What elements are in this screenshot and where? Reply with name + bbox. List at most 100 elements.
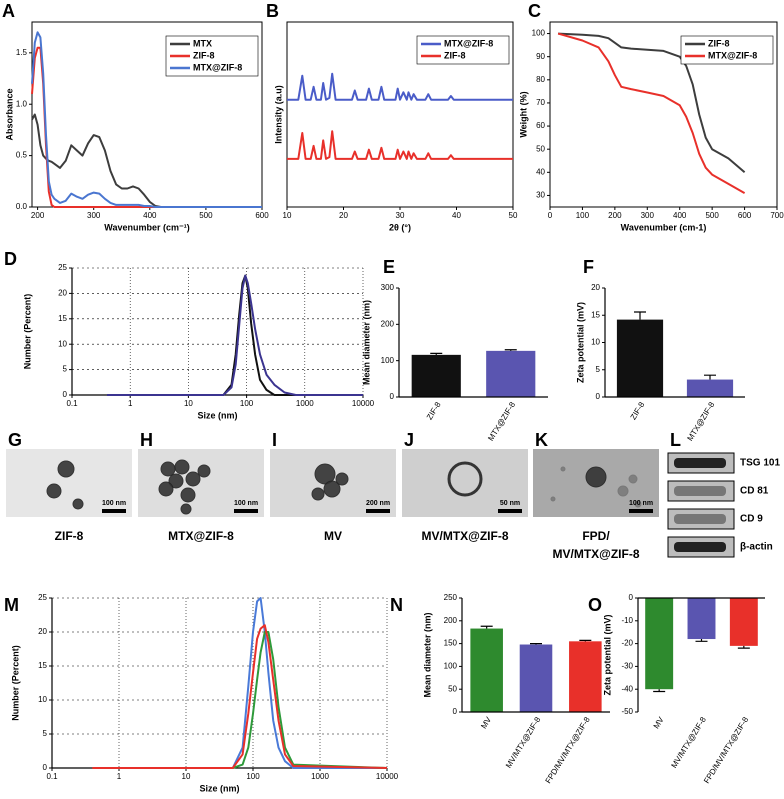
scale-bar-label: 100 nm — [102, 500, 126, 507]
error-bar — [480, 625, 493, 629]
particle — [585, 466, 607, 488]
particle — [180, 503, 192, 515]
y-tick-label: 25 — [58, 263, 67, 272]
data-line — [107, 274, 363, 396]
data-line — [107, 274, 363, 396]
x-tick-label: 10 — [184, 399, 193, 408]
y-tick-label: 5 — [43, 729, 48, 738]
x-tick-label: 0.1 — [46, 772, 58, 781]
bar — [687, 598, 716, 640]
x-tick-label: 10000 — [376, 772, 399, 781]
error-bar — [634, 311, 646, 320]
y-tick-label: -20 — [621, 639, 633, 648]
panel-letter: N — [390, 595, 403, 615]
x-tick-label: 0 — [548, 211, 553, 220]
x-tick-label: 500 — [199, 211, 213, 220]
blot-signal — [674, 458, 726, 468]
legend-label: MTX@ZIF-8 — [708, 50, 757, 60]
x-axis-title: 2θ (°) — [389, 222, 411, 232]
data-line — [92, 624, 388, 769]
y-tick-label: 0 — [63, 390, 68, 399]
scale-bar-label: 100 nm — [629, 500, 653, 507]
scale-bar-label: 50 nm — [500, 500, 520, 507]
bar — [686, 379, 734, 397]
bar — [470, 628, 503, 712]
particle — [174, 459, 190, 475]
scale-bar — [498, 509, 522, 513]
y-tick-label: 0.5 — [16, 151, 28, 160]
y-axis-title: Zeta potential (mV) — [575, 302, 585, 383]
caption: FPD/ — [582, 529, 610, 543]
particle — [323, 480, 341, 498]
y-axis-title: Mean diameter (nm) — [361, 300, 371, 385]
x-tick-label: 10 — [283, 211, 292, 220]
x-tick-label: 0.1 — [66, 399, 78, 408]
particle — [72, 498, 84, 510]
panel-letter: C — [528, 1, 541, 21]
bar — [411, 354, 461, 397]
error-bar — [737, 645, 750, 649]
error-bar — [704, 374, 716, 380]
x-tick-label: 200 — [31, 211, 45, 220]
panel-letter: K — [535, 430, 548, 450]
y-tick-label: 250 — [444, 593, 458, 602]
panel-letter: L — [670, 430, 681, 450]
y-tick-label: 0 — [596, 392, 601, 401]
x-tick-label: 1000 — [296, 399, 314, 408]
particle — [158, 481, 174, 497]
y-tick-label: 15 — [591, 310, 600, 319]
y-tick-label: 10 — [38, 695, 47, 704]
y-tick-label: 15 — [58, 314, 67, 323]
y-tick-label: 300 — [381, 283, 395, 292]
x-tick-label: 1000 — [311, 772, 329, 781]
y-tick-label: -50 — [621, 707, 633, 716]
error-bar — [695, 639, 708, 642]
bar — [729, 598, 758, 646]
blot-signal — [674, 486, 726, 496]
x-tick-label: 400 — [143, 211, 157, 220]
x-tick-label: 100 — [246, 772, 260, 781]
error-bar — [579, 639, 592, 642]
legend-box — [416, 35, 510, 65]
caption: ZIF-8 — [55, 529, 84, 543]
data-line — [92, 597, 387, 769]
scale-bar — [102, 509, 126, 513]
data-line — [92, 631, 388, 769]
y-tick-label: -40 — [621, 684, 633, 693]
y-tick-label: 100 — [444, 662, 458, 671]
particle — [617, 485, 629, 497]
y-tick-label: 50 — [448, 684, 457, 693]
panel-letter: H — [140, 430, 153, 450]
error-bar — [430, 352, 443, 355]
y-axis-title: Number (Percent) — [22, 294, 32, 370]
x-tick-label: 500 — [705, 211, 719, 220]
scale-bar-label: 200 nm — [366, 500, 390, 507]
x-tick-label: 50 — [509, 211, 518, 220]
y-tick-label: 0 — [43, 763, 48, 772]
particle — [311, 487, 325, 501]
bar — [519, 644, 553, 712]
y-tick-label: 50 — [536, 144, 545, 153]
x-tick-label: 100 — [240, 399, 254, 408]
bar — [616, 319, 664, 397]
y-tick-label: 5 — [63, 365, 68, 374]
x-tick-label: 600 — [738, 211, 752, 220]
x-tick-label: 300 — [87, 211, 101, 220]
y-tick-label: 0.0 — [16, 202, 28, 211]
data-line — [287, 130, 513, 160]
panel-letter: D — [4, 249, 17, 269]
plot-frame — [286, 21, 514, 208]
panel-letter: F — [583, 257, 594, 277]
legend-box — [680, 35, 774, 65]
x-tick-label: 700 — [770, 211, 784, 220]
caption: MTX@ZIF-8 — [168, 529, 234, 543]
scale-bar-label: 100 nm — [234, 500, 258, 507]
panel-letter: I — [272, 430, 277, 450]
error-bar — [653, 689, 666, 693]
y-tick-label: 20 — [591, 283, 600, 292]
blot-signal — [674, 514, 726, 524]
y-tick-label: 60 — [536, 121, 545, 130]
y-tick-label: 0 — [453, 707, 458, 716]
y-tick-label: 1.5 — [16, 48, 28, 57]
y-tick-label: 30 — [536, 191, 545, 200]
